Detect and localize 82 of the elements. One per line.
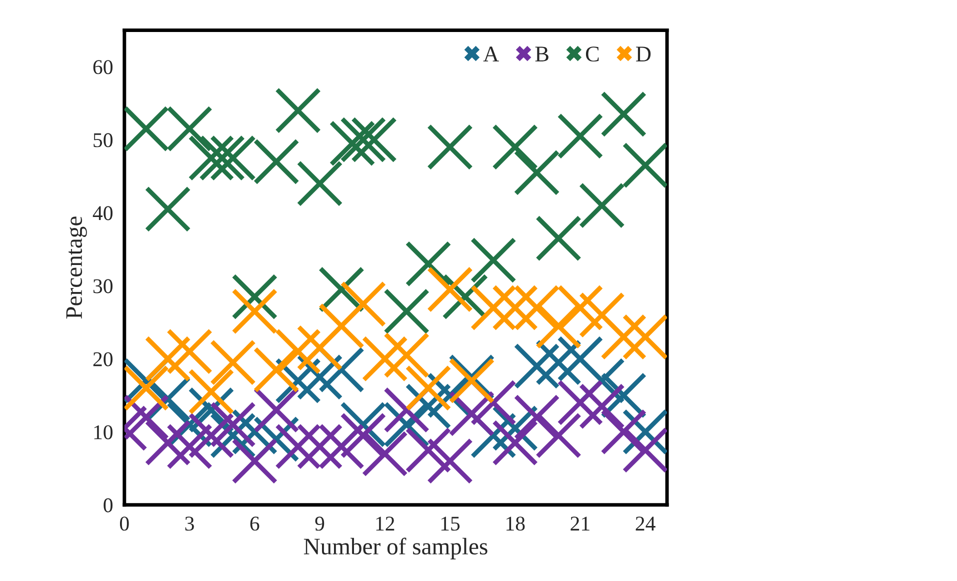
point (622, 314, 668, 360)
legend-label: D (636, 46, 651, 62)
x-tick-label: 15 (441, 516, 460, 531)
point (492, 420, 538, 466)
y-tick-label: 30 (93, 279, 113, 294)
point (210, 339, 256, 386)
x-tick-label: 21 (570, 516, 590, 530)
point (318, 302, 365, 350)
point (514, 394, 560, 440)
point (296, 354, 343, 400)
legend-label: C (586, 46, 599, 62)
x-tick-label: 24 (636, 516, 656, 530)
point (124, 364, 170, 412)
point (350, 116, 398, 163)
point (405, 240, 452, 287)
point (384, 288, 430, 334)
point (557, 380, 604, 426)
point (188, 134, 234, 182)
y-tick-label: 50 (94, 133, 113, 148)
point (340, 412, 386, 459)
point (210, 402, 256, 448)
point (362, 336, 408, 382)
y-tick-label: 20 (93, 352, 113, 366)
point (514, 343, 560, 390)
point (274, 87, 322, 134)
point (274, 328, 322, 375)
point (426, 124, 474, 170)
point (557, 113, 604, 160)
x-tick-label: 9 (315, 516, 324, 531)
point (600, 314, 647, 360)
y-tick-label: 40 (92, 206, 113, 220)
x-tick-label: 3 (185, 516, 194, 531)
point (144, 336, 191, 382)
point (188, 412, 234, 459)
point (232, 274, 278, 320)
legend-label: B (535, 46, 548, 62)
point (296, 160, 343, 207)
point (253, 346, 300, 393)
point (340, 281, 386, 328)
y-tick-label: 60 (93, 60, 113, 74)
point (448, 390, 495, 437)
point (622, 142, 668, 188)
point (144, 420, 191, 466)
point (340, 116, 386, 163)
point (600, 408, 647, 455)
point (329, 120, 376, 166)
point (405, 364, 452, 412)
x-tick-label: 6 (250, 516, 260, 531)
x-tick-label: 18 (506, 516, 525, 531)
x-tick-label: 0 (120, 516, 129, 531)
point (535, 215, 582, 262)
point (384, 332, 430, 378)
x-tick-label: 12 (376, 516, 394, 530)
point (188, 368, 234, 415)
point (296, 423, 343, 470)
point (578, 383, 625, 430)
y-axis-title: Percentage (66, 216, 87, 319)
point (535, 412, 582, 459)
point (166, 423, 213, 470)
point (578, 292, 625, 338)
point (144, 186, 191, 232)
point (557, 336, 604, 382)
point (470, 237, 516, 284)
point (232, 288, 278, 334)
point (535, 339, 582, 386)
point (578, 182, 625, 229)
y-tick-label: 10 (94, 425, 113, 440)
point (622, 427, 668, 474)
legend-label: A (483, 46, 499, 62)
point (492, 124, 538, 170)
point (426, 438, 474, 484)
point (426, 266, 474, 313)
point (296, 324, 343, 371)
point (232, 438, 278, 484)
x-axis-title: Number of samples (304, 538, 488, 560)
point (124, 394, 170, 440)
y-tick-label: 0 (104, 498, 113, 512)
point (514, 150, 560, 196)
point (600, 91, 647, 138)
point (166, 328, 213, 375)
point (199, 134, 246, 182)
point (492, 284, 538, 331)
